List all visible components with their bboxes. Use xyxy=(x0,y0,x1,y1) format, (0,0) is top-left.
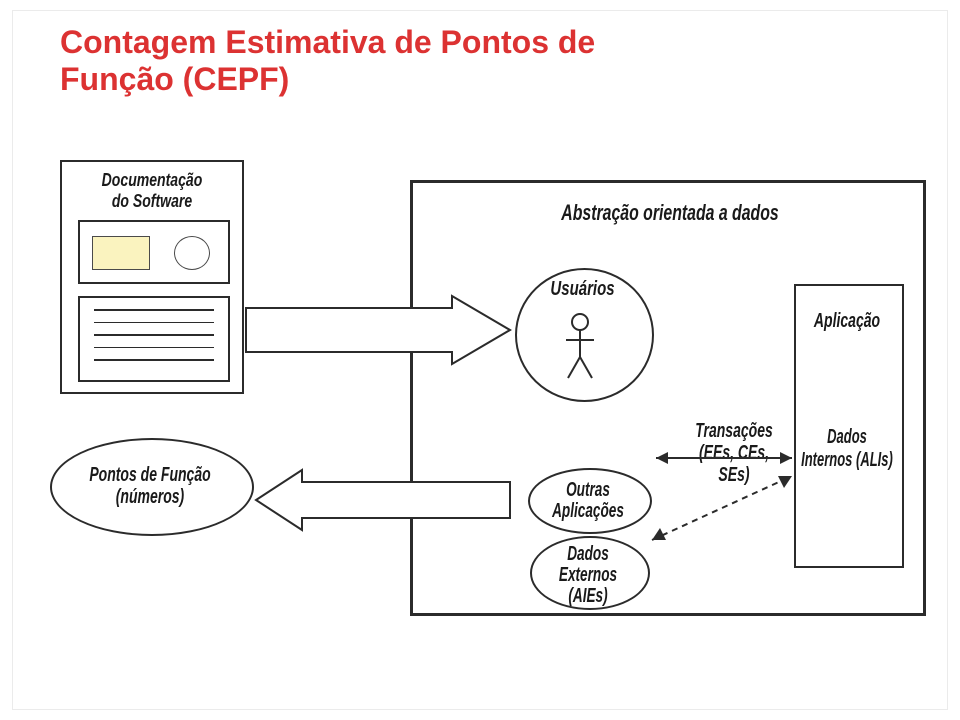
transactions-l3: SEs) xyxy=(718,464,749,486)
documentation-label-l2: do Software xyxy=(112,191,192,211)
documentation-lines-box xyxy=(78,296,230,382)
transactions-l2: (EEs, CEs, xyxy=(699,442,769,464)
documentation-mini-box xyxy=(78,220,230,284)
function-points-l2: (números) xyxy=(116,486,184,508)
transactions-l1: Transações xyxy=(695,420,773,442)
small-oval-icon xyxy=(174,236,210,270)
map-arrow-label: Mapeando em números xyxy=(321,492,473,513)
data-internal-l2: Internos (ALIs) xyxy=(801,449,893,471)
transactions-label: Transações (EEs, CEs, SEs) xyxy=(678,420,790,486)
other-apps-label: Outras Aplicações xyxy=(542,480,634,522)
data-internal-label: Dados Internos (ALIs) xyxy=(785,426,909,472)
page-title: Contagem Estimativa de Pontos de Função … xyxy=(60,24,780,98)
external-data-label: Dados Externos (AIEs) xyxy=(542,544,634,607)
text-line-icon xyxy=(94,347,214,349)
documentation-box: Documentação do Software xyxy=(60,160,244,394)
title-line2: Função (CEPF) xyxy=(60,61,289,97)
documentation-label: Documentação do Software xyxy=(90,170,215,212)
application-label: Aplicação xyxy=(795,310,900,333)
external-data-l2: Externos xyxy=(559,564,617,586)
user-stick-icon xyxy=(560,312,600,382)
external-data-l3: (AIEs) xyxy=(568,585,607,607)
function-points-l1: Pontos de Função xyxy=(89,464,210,486)
external-data-l1: Dados xyxy=(567,543,609,565)
identify-arrow-label: Identificação dos itens da APF xyxy=(268,320,453,341)
text-line-icon xyxy=(94,322,214,324)
text-line-icon xyxy=(94,309,214,311)
small-rect-icon xyxy=(92,236,150,270)
data-internal-l1: Dados xyxy=(827,426,867,448)
slide: Contagem Estimativa de Pontos de Função … xyxy=(0,0,960,720)
text-line-icon xyxy=(94,359,214,361)
title-line1: Contagem Estimativa de Pontos de xyxy=(60,24,595,60)
documentation-label-l1: Documentação xyxy=(102,170,203,190)
function-points-label: Pontos de Função (números) xyxy=(74,464,225,508)
text-line-icon xyxy=(94,334,214,336)
other-apps-l1: Outras xyxy=(566,479,610,501)
abstraction-title: Abstração orientada a dados xyxy=(504,200,835,226)
other-apps-l2: Aplicações xyxy=(552,500,624,522)
users-label: Usuários xyxy=(539,278,625,301)
